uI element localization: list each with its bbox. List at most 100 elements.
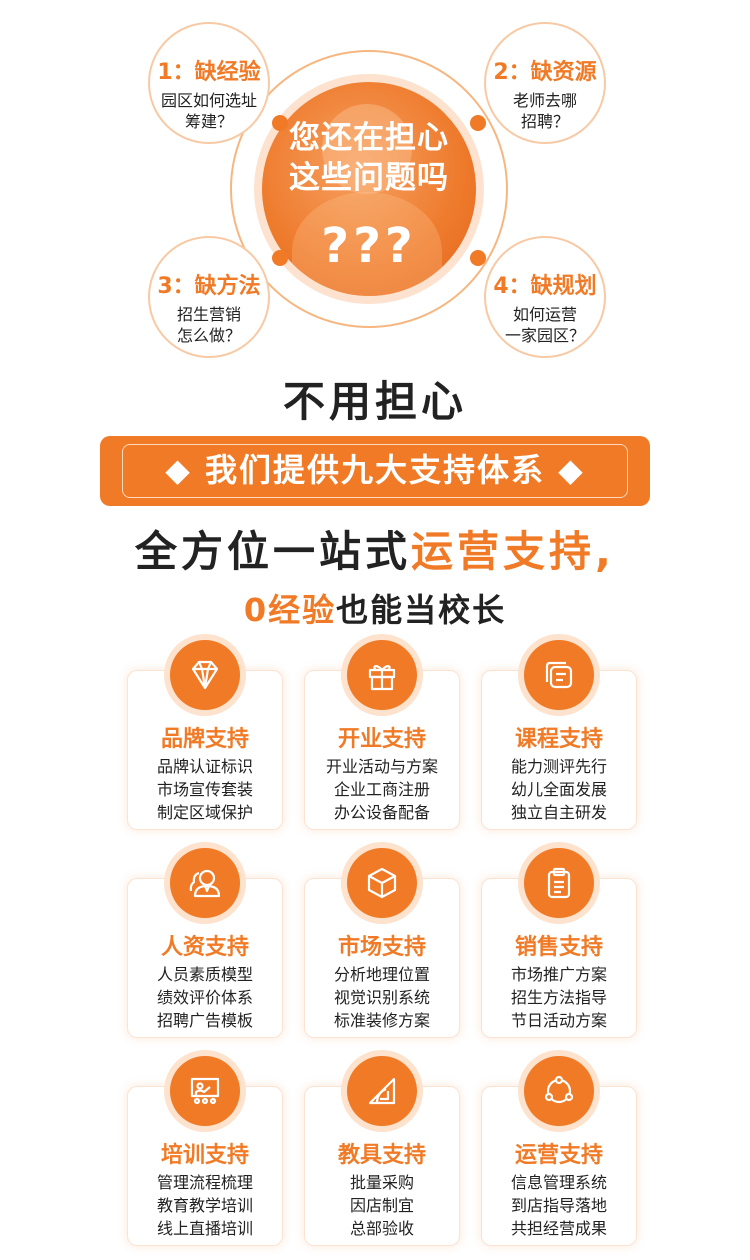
card-title: 运营支持 bbox=[514, 1143, 603, 1168]
card-lines: 品牌认证标识 市场宣传套装 制定区域保护 bbox=[128, 755, 282, 824]
clipboard-icon bbox=[524, 848, 594, 918]
card-line: 线上直播培训 bbox=[156, 1219, 253, 1238]
card-line: 招生方法指导 bbox=[510, 988, 607, 1007]
card-line: 视觉识别系统 bbox=[333, 988, 430, 1007]
concern-line: 怎么做？ bbox=[176, 326, 241, 345]
card-lines: 分析地理位置 视觉识别系统 标准装修方案 bbox=[305, 963, 459, 1032]
card-title: 市场支持 bbox=[337, 935, 426, 960]
card-line: 幼儿全面发展 bbox=[510, 780, 607, 799]
card-title: 销售支持 bbox=[514, 935, 603, 960]
concern-bubble-1: 1：缺经验 园区如何选址 筹建？ bbox=[148, 22, 270, 144]
card-lines: 信息管理系统 到店指导落地 共担经营成果 bbox=[482, 1171, 636, 1240]
support-banner-text: ◆ 我们提供九大支持体系 ◆ bbox=[122, 444, 628, 498]
card-title: 人资支持 bbox=[160, 935, 249, 960]
card-line: 到店指导落地 bbox=[510, 1196, 607, 1215]
card-line: 标准装修方案 bbox=[333, 1011, 430, 1030]
concern-text: 园区如何选址 筹建？ bbox=[150, 90, 268, 132]
card-line: 节日活动方案 bbox=[510, 1011, 607, 1030]
card-title: 开业支持 bbox=[337, 727, 426, 752]
card-line: 办公设备配备 bbox=[333, 803, 430, 822]
cube-icon bbox=[347, 848, 417, 918]
center-line-1: 您还在担心 bbox=[289, 120, 449, 156]
presentation-icon bbox=[170, 1056, 240, 1126]
card-line: 共担经营成果 bbox=[510, 1219, 607, 1238]
card-lines: 市场推广方案 招生方法指导 节日活动方案 bbox=[482, 963, 636, 1032]
card-lines: 人员素质模型 绩效评价体系 招聘广告模板 bbox=[128, 963, 282, 1032]
concern-line: 一家园区？ bbox=[504, 326, 585, 345]
card-lines: 批量采购 因店制宜 总部验收 bbox=[305, 1171, 459, 1240]
concern-title: 4：缺规划 bbox=[493, 274, 597, 299]
support-card-brand[interactable]: 品牌支持 品牌认证标识 市场宣传套装 制定区域保护 bbox=[127, 670, 283, 830]
support-card-course[interactable]: 课程支持 能力测评先行 幼儿全面发展 独立自主研发 bbox=[481, 670, 637, 830]
card-line: 品牌认证标识 bbox=[156, 757, 253, 776]
photo-figure-head bbox=[322, 104, 412, 194]
people-icon bbox=[170, 848, 240, 918]
card-line: 招聘广告模板 bbox=[156, 1011, 253, 1030]
card-title: 培训支持 bbox=[160, 1143, 249, 1168]
center-line-2: 这些问题吗 bbox=[289, 160, 449, 196]
card-line: 市场推广方案 bbox=[510, 965, 607, 984]
support-card-training[interactable]: 培训支持 管理流程梳理 教育教学培训 线上直播培训 bbox=[127, 1086, 283, 1246]
card-line: 能力测评先行 bbox=[510, 757, 607, 776]
card-line: 制定区域保护 bbox=[156, 803, 253, 822]
connector-dot bbox=[470, 115, 486, 131]
concern-line: 老师去哪 bbox=[512, 91, 577, 110]
card-lines: 能力测评先行 幼儿全面发展 独立自主研发 bbox=[482, 755, 636, 824]
concern-text: 老师去哪 招聘？ bbox=[486, 90, 604, 132]
slogan-part: 全方位一站式 bbox=[135, 527, 412, 576]
diamond-icon bbox=[170, 640, 240, 710]
card-line: 独立自主研发 bbox=[510, 803, 607, 822]
slogan-part: 也能当校长 bbox=[336, 591, 507, 629]
concern-bubble-2: 2：缺资源 老师去哪 招聘？ bbox=[484, 22, 606, 144]
support-banner bbox=[100, 436, 650, 506]
card-line: 信息管理系统 bbox=[510, 1173, 607, 1192]
connector-dot bbox=[272, 250, 288, 266]
card-line: 因店制宜 bbox=[349, 1196, 414, 1215]
concern-line: 筹建？ bbox=[184, 112, 233, 131]
card-line: 管理流程梳理 bbox=[156, 1173, 253, 1192]
concern-line: 园区如何选址 bbox=[160, 91, 257, 110]
stack-icon bbox=[524, 640, 594, 710]
concern-line: 如何运营 bbox=[512, 305, 577, 324]
photo-figure-body bbox=[292, 192, 442, 296]
no-worry-heading: 不用担心 bbox=[282, 377, 467, 426]
card-line: 人员素质模型 bbox=[156, 965, 253, 984]
slogan-line-1: 全方位一站式运营支持, bbox=[0, 518, 750, 579]
support-card-sales[interactable]: 销售支持 市场推广方案 招生方法指导 节日活动方案 bbox=[481, 878, 637, 1038]
card-line: 分析地理位置 bbox=[333, 965, 430, 984]
concern-line: 招聘？ bbox=[520, 112, 569, 131]
concern-title: 3：缺方法 bbox=[157, 274, 261, 299]
card-title: 课程支持 bbox=[514, 727, 603, 752]
question-marks: ??? bbox=[321, 218, 417, 274]
gift-icon bbox=[347, 640, 417, 710]
ruler-triangle-icon bbox=[347, 1056, 417, 1126]
card-line: 企业工商注册 bbox=[333, 780, 430, 799]
card-lines: 开业活动与方案 企业工商注册 办公设备配备 bbox=[305, 755, 459, 824]
concern-text: 招生营销 怎么做？ bbox=[150, 304, 268, 346]
slogan-highlight: 0经验 bbox=[243, 591, 337, 629]
concern-bubble-3: 3：缺方法 招生营销 怎么做？ bbox=[148, 236, 270, 358]
concern-title: 1：缺经验 bbox=[157, 60, 261, 85]
slogan-line-2: 0经验也能当校长 bbox=[0, 585, 750, 631]
concerns-section: 您还在担心 这些问题吗 ??? 1：缺经验 园区如何选址 筹建？ 2：缺资源 老… bbox=[0, 0, 750, 370]
center-photo-circle bbox=[262, 82, 476, 296]
connector-dot bbox=[470, 250, 486, 266]
card-line: 批量采购 bbox=[349, 1173, 414, 1192]
card-line: 教育教学培训 bbox=[156, 1196, 253, 1215]
card-title: 教具支持 bbox=[337, 1143, 426, 1168]
concern-text: 如何运营 一家园区？ bbox=[486, 304, 604, 346]
concern-bubble-4: 4：缺规划 如何运营 一家园区？ bbox=[484, 236, 606, 358]
card-lines: 管理流程梳理 教育教学培训 线上直播培训 bbox=[128, 1171, 282, 1240]
cycle-icon bbox=[524, 1056, 594, 1126]
card-line: 绩效评价体系 bbox=[156, 988, 253, 1007]
concern-title: 2：缺资源 bbox=[493, 60, 597, 85]
slogan-highlight: 运营支持, bbox=[411, 527, 615, 576]
card-line: 总部验收 bbox=[349, 1219, 414, 1238]
card-line: 市场宣传套装 bbox=[156, 780, 253, 799]
card-line: 开业活动与方案 bbox=[325, 757, 438, 776]
center-question: 您还在担心 这些问题吗 bbox=[262, 118, 476, 198]
center-ring bbox=[230, 50, 508, 328]
concern-line: 招生营销 bbox=[176, 305, 241, 324]
connector-dot bbox=[272, 115, 288, 131]
card-title: 品牌支持 bbox=[160, 727, 249, 752]
